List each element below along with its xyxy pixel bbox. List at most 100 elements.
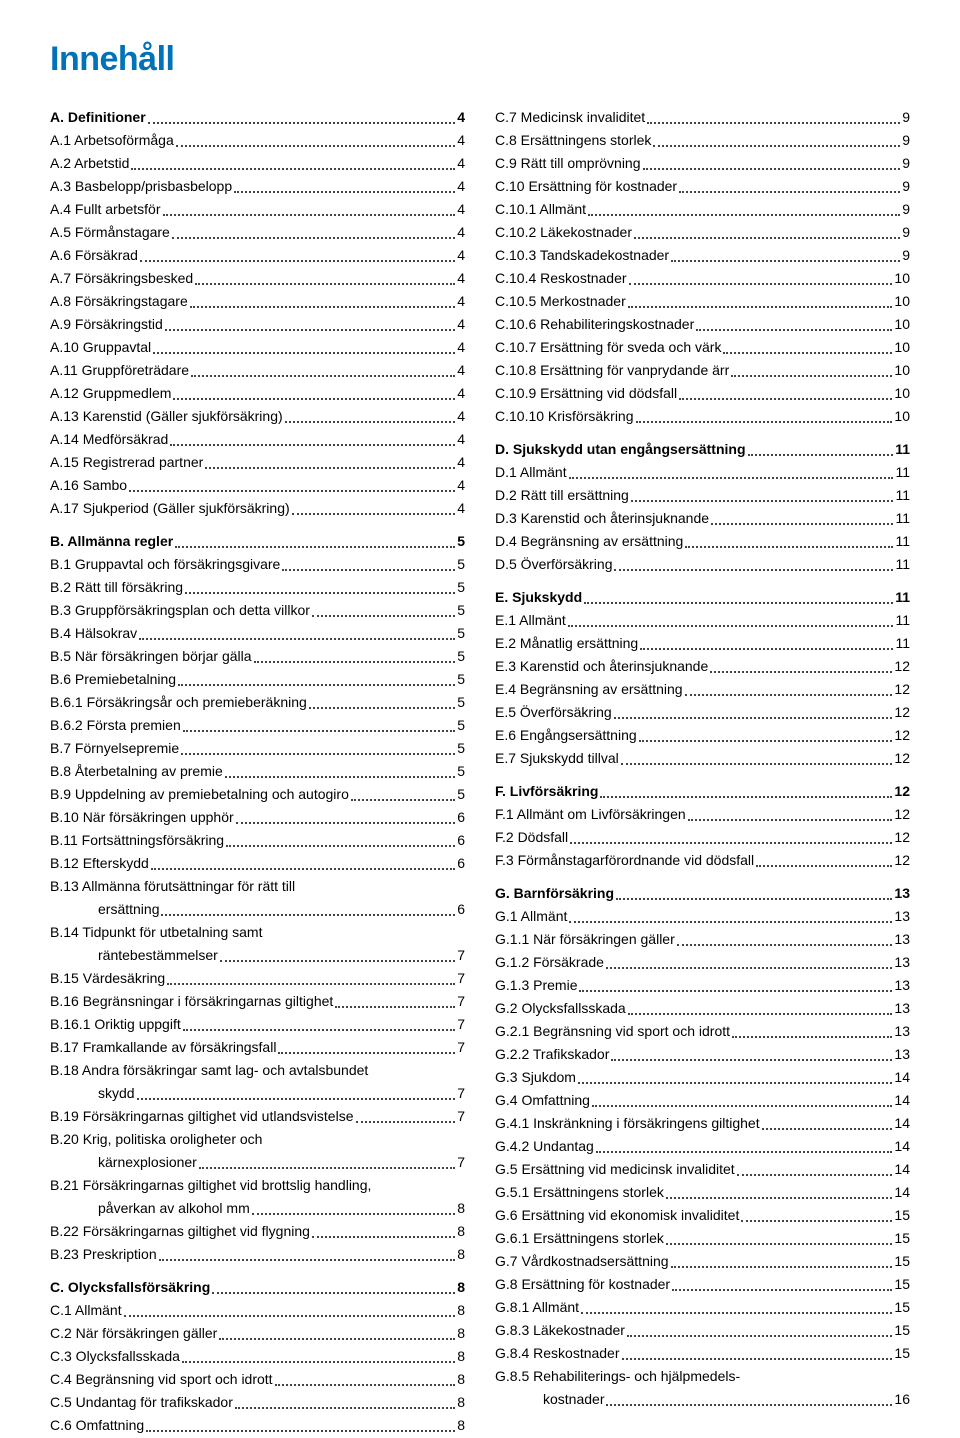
toc-page-number: 4 [457, 153, 465, 174]
toc-entry: G.4.1 Inskränkning i försäkringens gilti… [495, 1113, 910, 1134]
toc-leader-dots [205, 467, 455, 469]
toc-page-number: 4 [457, 429, 465, 450]
toc-page-number: 11 [895, 554, 910, 575]
toc-leader-dots [195, 283, 455, 285]
toc-leader-dots [679, 191, 900, 193]
toc-entry: C.10.5 Merkostnader10 [495, 291, 910, 312]
toc-entry: A.8 Försäkringstagare4 [50, 291, 465, 312]
toc-entry: G.8.5 Rehabiliterings- och hjälpmedels- [495, 1366, 910, 1387]
toc-page-number: 9 [902, 199, 910, 220]
toc-page-number: 11 [895, 531, 910, 552]
toc-entry-label: B.6.1 Försäkringsår och premieberäkning [50, 692, 307, 713]
toc-leader-dots [723, 352, 892, 354]
toc-section: E. Sjukskydd11 [495, 587, 910, 608]
toc-entry-label: B.17 Framkallande av försäkringsfall [50, 1037, 276, 1058]
toc-leader-dots [578, 1082, 892, 1084]
toc-columns: A. Definitioner4A.1 Arbetsoförmåga4A.2 A… [50, 107, 910, 1438]
toc-page-number: 8 [457, 1277, 465, 1298]
toc-entry-label: C.10.4 Reskostnader [495, 268, 627, 289]
toc-entry: G.7 Vårdkostnadsersättning15 [495, 1251, 910, 1272]
toc-leader-dots [199, 1167, 455, 1169]
toc-leader-dots [175, 546, 455, 548]
toc-entry: G.5 Ersättning vid medicinsk invaliditet… [495, 1159, 910, 1180]
toc-entry-label: kostnader [495, 1389, 604, 1410]
toc-entry-label: C.10.10 Krisförsäkring [495, 406, 634, 427]
toc-leader-dots [685, 546, 893, 548]
toc-leader-dots [165, 329, 455, 331]
toc-entry-label: C.6 Omfattning [50, 1415, 144, 1436]
toc-page-number: 11 [895, 587, 910, 608]
toc-entry: E.6 Engångsersättning 12 [495, 725, 910, 746]
toc-leader-dots [153, 352, 455, 354]
toc-entry: G.2.1 Begränsning vid sport och idrott13 [495, 1021, 910, 1042]
toc-page-number: 14 [894, 1136, 910, 1157]
toc-entry-label: E.6 Engångsersättning [495, 725, 637, 746]
toc-entry-label: B.6 Premiebetalning [50, 669, 176, 690]
toc-entry-label: B.14 Tidpunkt för utbetalning samt [50, 922, 262, 943]
toc-entry-label: G.8 Ersättning för kostnader [495, 1274, 670, 1295]
toc-entry-label: A.15 Registrerad partner [50, 452, 203, 473]
toc-page-number: 8 [457, 1221, 465, 1242]
toc-entry-label: C.10.6 Rehabiliteringskostnader [495, 314, 694, 335]
toc-page-number: 9 [902, 222, 910, 243]
toc-page-number: 7 [457, 1037, 465, 1058]
toc-page-number: 4 [457, 498, 465, 519]
toc-page-number: 7 [457, 1083, 465, 1104]
toc-entry-label: G.1.1 När försäkringen gäller [495, 929, 675, 950]
toc-entry-label: A.8 Försäkringstagare [50, 291, 188, 312]
toc-entry: G.2 Olycksfallsskada13 [495, 998, 910, 1019]
toc-entry-label: A.5 Förmånstagare [50, 222, 170, 243]
toc-entry: B.2 Rätt till försäkring5 [50, 577, 465, 598]
toc-page-number: 12 [894, 748, 910, 769]
toc-page-number: 5 [457, 692, 465, 713]
toc-page-number: 7 [457, 1014, 465, 1035]
toc-page-number: 4 [457, 383, 465, 404]
toc-page-number: 9 [902, 107, 910, 128]
toc-page-number: 5 [457, 554, 465, 575]
toc-entry-label: B.8 Återbetalning av premie [50, 761, 223, 782]
toc-leader-dots [148, 122, 456, 124]
toc-page-number: 12 [894, 850, 910, 871]
toc-leader-dots [225, 776, 455, 778]
toc-entry-label: A.12 Gruppmedlem [50, 383, 171, 404]
toc-page-number: 4 [457, 268, 465, 289]
toc-entry: A.2 Arbetstid4 [50, 153, 465, 174]
toc-entry-label: A.14 Medförsäkrad [50, 429, 168, 450]
toc-entry-label: G.8.1 Allmänt [495, 1297, 579, 1318]
toc-leader-dots [151, 868, 455, 870]
toc-entry-label: kärnexplosioner [50, 1152, 197, 1173]
toc-entry: C.10.8 Ersättning för vanprydande ärr10 [495, 360, 910, 381]
toc-page-number: 4 [457, 245, 465, 266]
toc-leader-dots [185, 592, 455, 594]
toc-page-number: 10 [894, 337, 910, 358]
toc-leader-dots [596, 1151, 893, 1153]
toc-leader-dots [139, 638, 455, 640]
toc-entry: B.19 Försäkringarnas giltighet vid utlan… [50, 1106, 465, 1127]
toc-entry: B.18 Andra försäkringar samt lag- och av… [50, 1060, 465, 1081]
toc-entry-continuation: kostnader16 [495, 1389, 910, 1410]
toc-entry-label: F.3 Förmånstagarförordnande vid dödsfall [495, 850, 754, 871]
toc-leader-dots [741, 1220, 892, 1222]
toc-page-number: 5 [457, 577, 465, 598]
toc-page-number: 14 [894, 1067, 910, 1088]
toc-entry-label: C.10.7 Ersättning för sveda och värk [495, 337, 721, 358]
toc-entry: C.1 Allmänt8 [50, 1300, 465, 1321]
toc-leader-dots [137, 1098, 456, 1100]
toc-entry: C.10.4 Reskostnader10 [495, 268, 910, 289]
toc-entry: G.5.1 Ersättningens storlek14 [495, 1182, 910, 1203]
toc-entry-label: C.10.2 Läkekostnader [495, 222, 632, 243]
toc-leader-dots [176, 145, 455, 147]
toc-entry: D.3 Karenstid och återinsjuknande11 [495, 508, 910, 529]
toc-leader-dots [732, 1036, 892, 1038]
toc-entry: C.10.3 Tandskadekostnader9 [495, 245, 910, 266]
toc-page-number: 15 [894, 1251, 910, 1272]
toc-leader-dots [622, 1358, 893, 1360]
toc-page-number: 12 [894, 725, 910, 746]
toc-entry-label: A.17 Sjukperiod (Gäller sjukförsäkring) [50, 498, 290, 519]
toc-leader-dots [621, 763, 893, 765]
toc-page-number: 13 [894, 906, 910, 927]
toc-page-number: 12 [894, 656, 910, 677]
toc-entry-label: A.16 Sambo [50, 475, 127, 496]
toc-entry: E.3 Karenstid och återinsjuknande12 [495, 656, 910, 677]
toc-section: C. Olycksfallsförsäkring8 [50, 1277, 465, 1298]
